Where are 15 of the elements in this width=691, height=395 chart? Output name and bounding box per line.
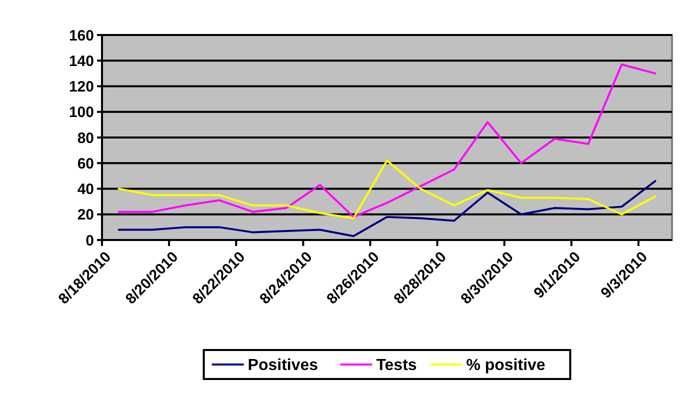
- legend-label: Tests: [376, 357, 417, 374]
- y-tick-label: 80: [77, 130, 94, 147]
- line-series: [118, 180, 656, 238]
- y-tick-label: 60: [77, 155, 94, 172]
- y-tick-label: 160: [68, 27, 94, 44]
- y-tick-label: 100: [68, 104, 94, 122]
- line-series: [118, 160, 656, 220]
- legend-label: % positive: [466, 357, 546, 374]
- y-tick-label: 140: [68, 52, 94, 70]
- line-series: [118, 63, 656, 218]
- legend-label: Positives: [248, 357, 318, 374]
- y-tick-label: 20: [77, 206, 94, 224]
- y-tick-label: 40: [77, 181, 94, 198]
- y-tick-label: 120: [68, 78, 94, 96]
- y-tick-label: 0: [86, 232, 94, 250]
